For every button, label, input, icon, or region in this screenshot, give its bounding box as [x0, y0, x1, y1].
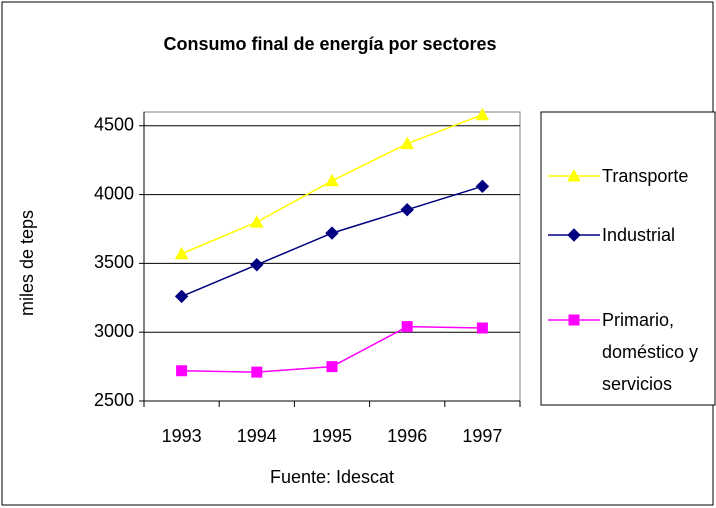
x-tick-label: 1997 [462, 426, 502, 446]
x-tick-label: 1996 [387, 426, 427, 446]
point [475, 107, 490, 121]
point [325, 226, 339, 240]
x-tick-label: 1995 [312, 426, 352, 446]
point [249, 215, 264, 228]
x-axis-label: Fuente: Idescat [270, 467, 394, 487]
y-tick-label: 4500 [94, 115, 134, 135]
y-tick-label: 3000 [94, 321, 134, 341]
point [176, 365, 188, 377]
legend-marker [567, 168, 581, 182]
legend-marker [568, 314, 580, 326]
plot-area [143, 111, 521, 402]
point [400, 136, 415, 150]
legend-label: Primario, doméstico y servicios [602, 310, 699, 394]
point [326, 361, 338, 373]
point [400, 203, 414, 217]
point [174, 246, 189, 260]
y-tick-label: 4000 [94, 183, 134, 203]
point [174, 289, 189, 304]
point [250, 258, 264, 272]
point [325, 173, 339, 187]
legend-marker [567, 228, 581, 242]
legend-label: Transporte [602, 166, 689, 186]
point [251, 366, 263, 378]
legend-box [540, 111, 716, 406]
point [476, 322, 488, 334]
x-tick-label: 1994 [237, 426, 277, 446]
y-axis-label: miles de teps [17, 210, 37, 316]
chart-title: Consumo final de energía por sectores [163, 34, 496, 54]
y-tick-label: 2500 [94, 390, 134, 410]
point [475, 179, 490, 194]
legend-label: Industrial [602, 225, 676, 245]
x-tick-label: 1993 [162, 426, 202, 446]
point [401, 321, 413, 333]
y-tick-label: 3500 [94, 252, 134, 272]
